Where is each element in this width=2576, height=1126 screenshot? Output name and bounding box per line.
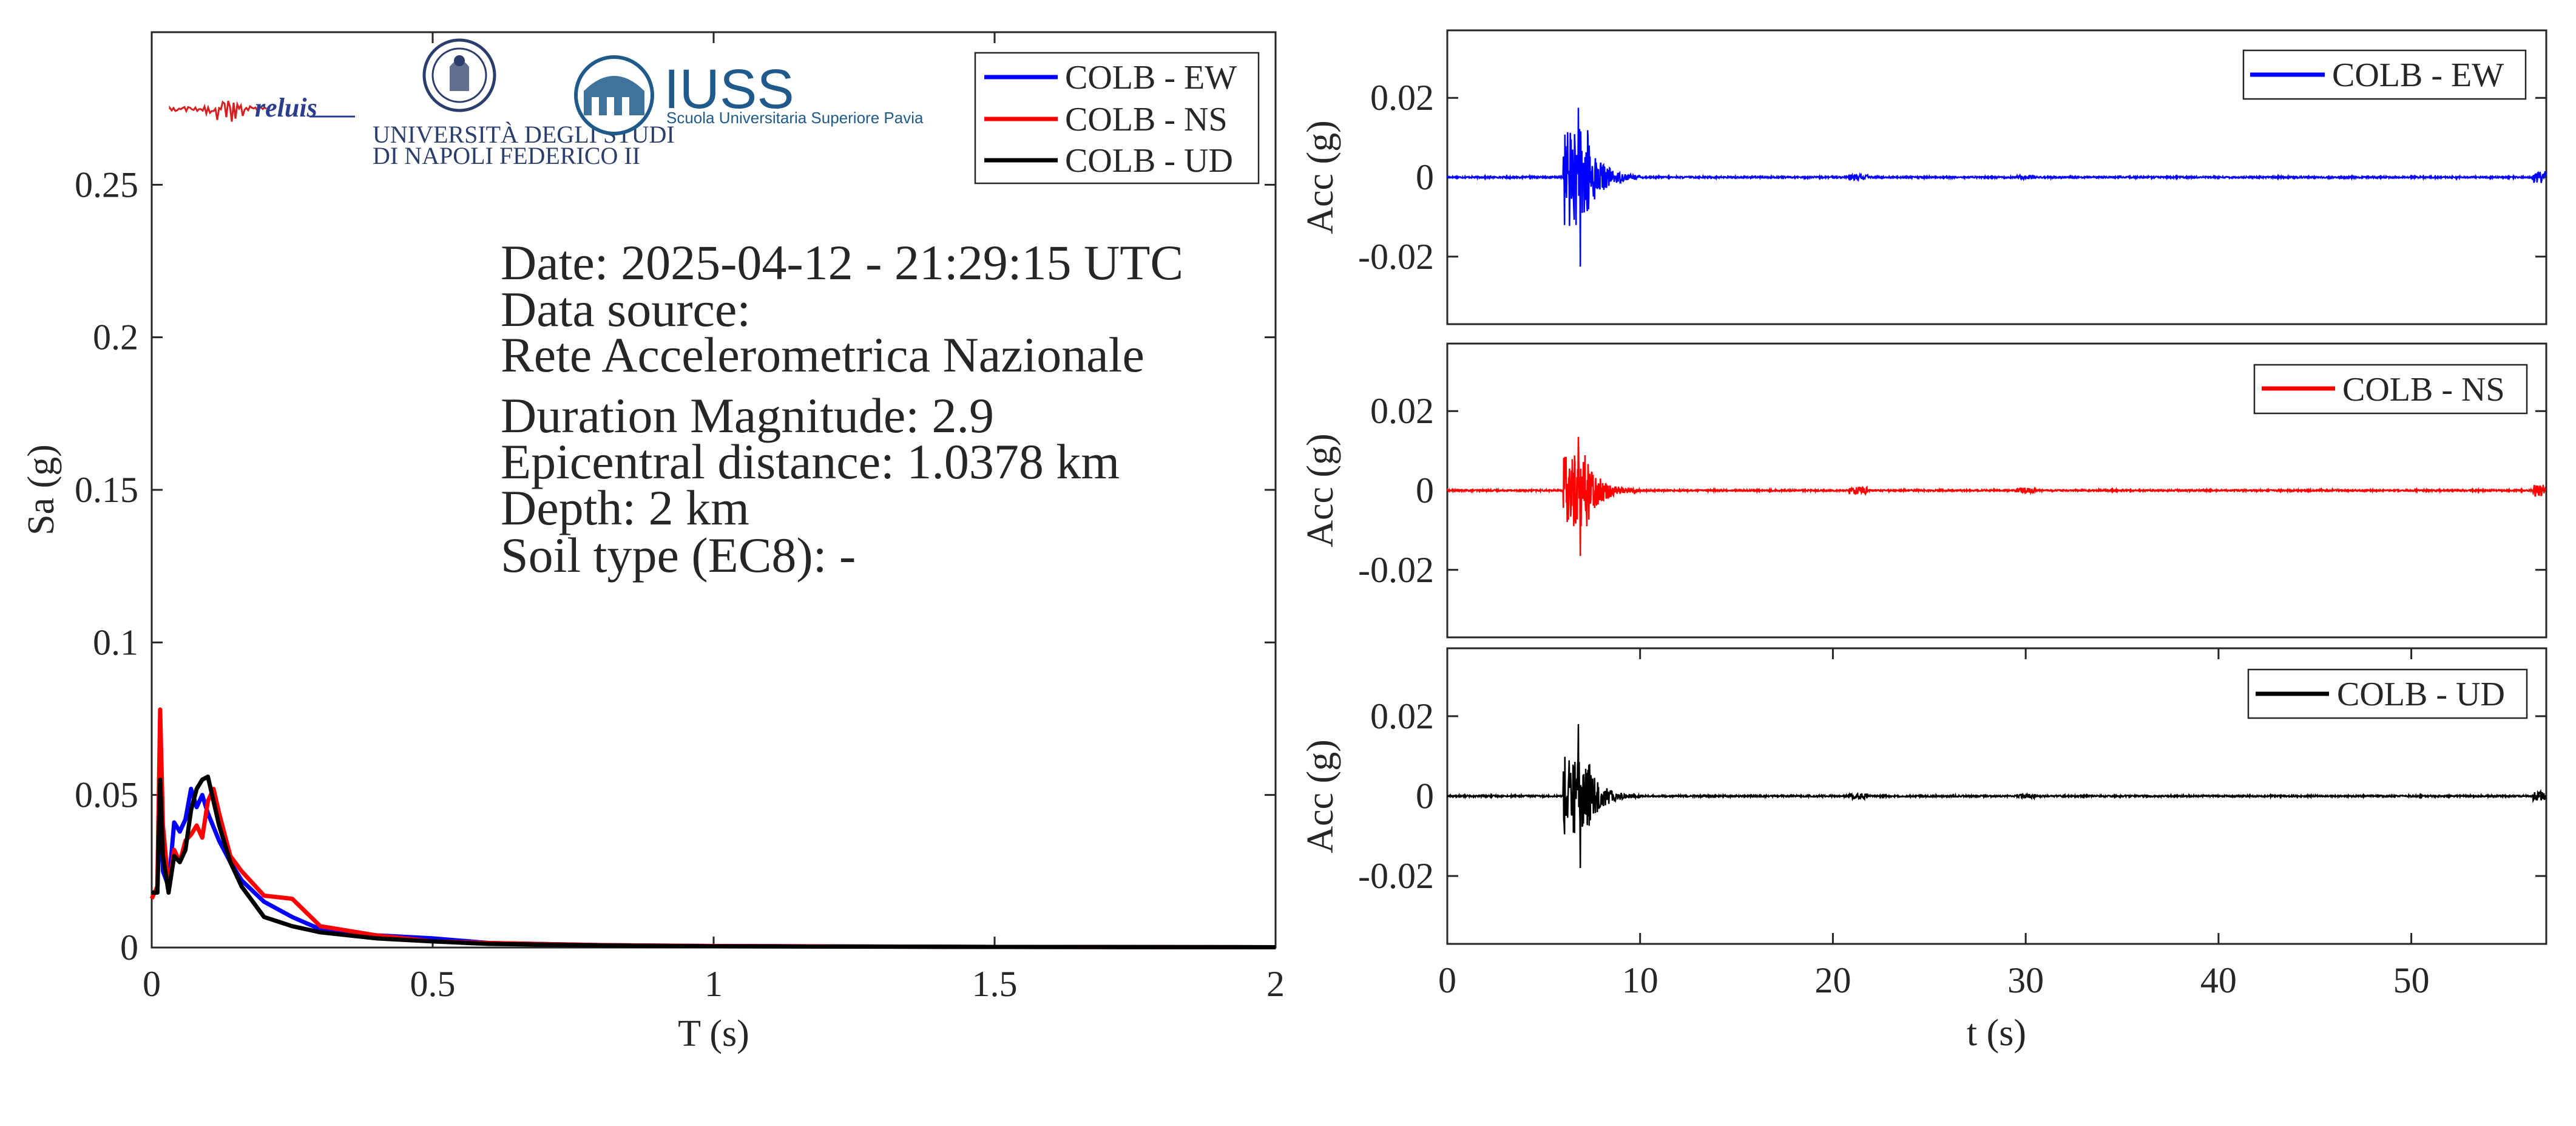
accelerogram-ud-ytick-label: 0.02	[1370, 696, 1434, 736]
iuss-logo: IUSS Scuola Universitaria Superiore Pavi…	[574, 55, 924, 135]
data-source-label: Data source:	[501, 282, 751, 337]
accelerogram-ud-ticks: -0.02 0 0.02 0 10 20 30 40 50	[1358, 648, 2546, 1000]
legend-label-ns: COLB - NS	[2342, 371, 2505, 409]
legend-label-ud: COLB - UD	[1065, 142, 1233, 180]
accelerogram-ud-xtick-label: 40	[2200, 960, 2237, 1000]
accelerogram-ew-ytick-label: -0.02	[1358, 237, 1434, 277]
spectrum-line-ud	[152, 775, 1276, 949]
accelerogram-ew-ticks: -0.02 0 0.02	[1358, 78, 2546, 277]
spectrum-ticks: 0 0.05 0.1 0.15 0.2 0.25 0 0.5 1 1.5 2	[75, 32, 1285, 1004]
accelerogram-ew-ylabel: Acc (g)	[1300, 120, 1341, 234]
accelerogram-ud-ytick-label: -0.02	[1358, 856, 1434, 896]
accelerogram-ud-xtick-label: 0	[1438, 960, 1456, 1000]
accelerogram-ew-ytick-label: 0.02	[1370, 78, 1434, 118]
accelerogram-ns: -0.02 0 0.02 COLB - NS Acc (g)	[1300, 342, 2547, 639]
data-source: Rete Accelerometrica Nazionale	[501, 327, 1144, 382]
accelerogram-ud-legend: COLB - UD	[2247, 668, 2528, 719]
accelerogram-line-ew	[1446, 107, 2547, 267]
accelerogram-xlabel: t (s)	[1967, 1012, 2026, 1054]
event-date: Date: 2025-04-12 - 21:29:15 UTC	[501, 235, 1183, 290]
accelerogram-ns-ytick-label: 0	[1416, 470, 1434, 510]
accelerogram-ns-ytick-label: 0.02	[1370, 391, 1434, 431]
accelerogram-ud-xtick-label: 20	[1814, 960, 1851, 1000]
accelerogram-ew: -0.02 0 0.02 COLB - EW Acc (g)	[1300, 29, 2547, 325]
reluis-wave-path	[169, 100, 267, 122]
reluis-logo-text: reluis	[255, 93, 317, 123]
spectrum-ytick-label: 0.15	[75, 470, 138, 510]
spectrum-ytick-label: 0.1	[93, 622, 138, 662]
depth: Depth: 2 km	[501, 480, 749, 535]
spectrum-series	[149, 707, 1276, 949]
accelerogram-line-ns	[1446, 436, 2547, 556]
spectrum-ytick-label: 0.25	[75, 164, 138, 205]
spectrum-xtick-label: 1.5	[972, 964, 1018, 1004]
spectrum-ytick-label: 0.2	[93, 317, 138, 358]
soil-type: Soil type (EC8): -	[501, 527, 856, 583]
unina-logo-line2: DI NAPOLI FEDERICO II	[373, 142, 640, 169]
accelerogram-ud-ylabel: Acc (g)	[1300, 739, 1341, 853]
duration-magnitude: Duration Magnitude: 2.9	[501, 388, 994, 443]
accelerogram-ew-legend: COLB - EW	[2242, 49, 2527, 100]
accelerogram-ns-ylabel: Acc (g)	[1300, 433, 1341, 548]
spectrum-xlabel: T (s)	[678, 1013, 749, 1054]
spectrum-xtick-label: 0	[143, 964, 161, 1004]
spectrum-xtick-label: 0.5	[410, 964, 456, 1004]
accelerogram-ud-xtick-label: 30	[2007, 960, 2044, 1000]
spectrum-legend: COLB - EW COLB - NS COLB - UD	[974, 52, 1260, 185]
accelerogram-ew-ytick-label: 0	[1416, 157, 1434, 197]
legend-label-ns: COLB - NS	[1065, 101, 1228, 138]
legend-label-ew: COLB - EW	[2332, 56, 2504, 94]
accelerogram-ud-xtick-label: 50	[2393, 960, 2430, 1000]
accelerogram-ns-ytick-label: -0.02	[1358, 550, 1434, 590]
spectrum-chart: 00.050.10.150.20.250 0.5 1 1.5 2 reluis UNIV…	[21, 31, 1285, 1054]
iuss-logo-subtitle: Scuola Universitaria Superiore Pavia	[666, 109, 924, 127]
spectrum-xtick-label: 2	[1266, 964, 1285, 1004]
event-info: Date: 2025-04-12 - 21:29:15 UTC Data sou…	[501, 235, 1183, 583]
accelerogram-ud-ytick-label: 0	[1416, 776, 1434, 816]
reluis-waveform-icon	[169, 100, 267, 122]
accelerogram-ud-trace	[1447, 724, 2547, 869]
spectrum-ylabel: Sa (g)	[21, 444, 62, 535]
epicentral-distance: Epicentral distance: 1.0378 km	[501, 434, 1120, 489]
spectrum-xtick-label: 1	[705, 964, 723, 1004]
accelerogram-ns-legend: COLB - NS	[2253, 364, 2528, 415]
accelerogram-ew-trace	[1446, 107, 2547, 267]
accelerogram-line-ud	[1447, 724, 2547, 869]
spectrum-ytick-label: 0	[120, 928, 138, 968]
spectrum-plot-area	[150, 31, 1277, 949]
accelerogram-ns-trace	[1446, 436, 2547, 556]
accelerogram-ud-xtick-label: 10	[1622, 960, 1658, 1000]
accelerogram-ns-ticks: -0.02 0 0.02	[1358, 391, 2546, 590]
reluis-logo: reluis	[169, 93, 355, 123]
legend-label-ud: COLB - UD	[2337, 676, 2505, 713]
spectrum-ytick-label: 0.05	[75, 775, 138, 815]
legend-label-ew: COLB - EW	[1065, 59, 1237, 97]
iuss-logo-text: IUSS	[664, 58, 794, 120]
